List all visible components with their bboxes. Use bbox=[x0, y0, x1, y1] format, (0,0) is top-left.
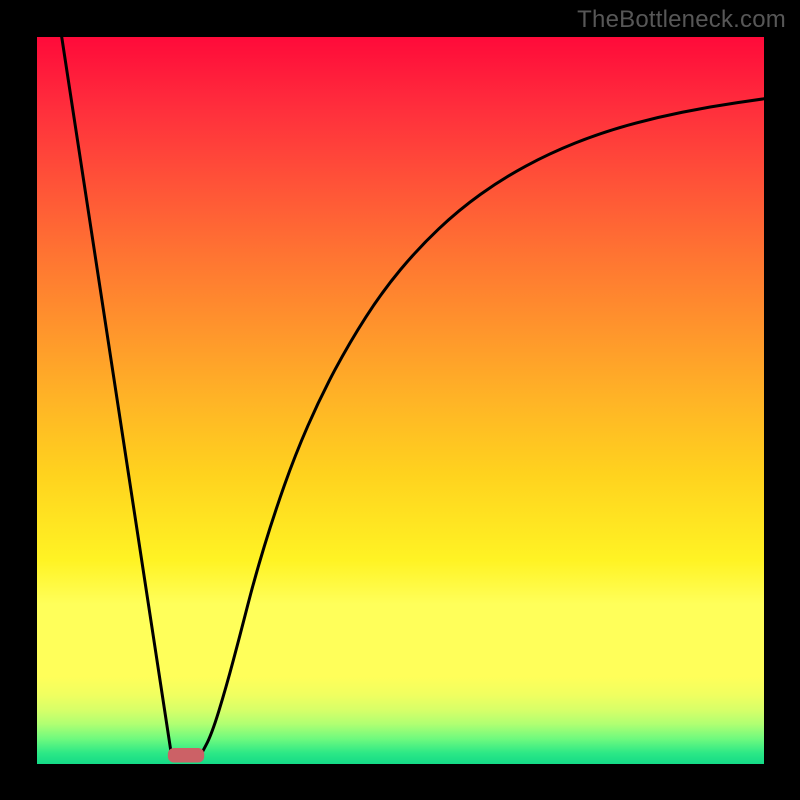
watermark-text: TheBottleneck.com bbox=[577, 6, 786, 34]
bottleneck-curve bbox=[62, 37, 764, 755]
plot-area bbox=[37, 37, 764, 764]
valley-marker bbox=[168, 748, 204, 763]
chart-container: TheBottleneck.com bbox=[0, 0, 800, 800]
curve-overlay bbox=[37, 37, 764, 764]
